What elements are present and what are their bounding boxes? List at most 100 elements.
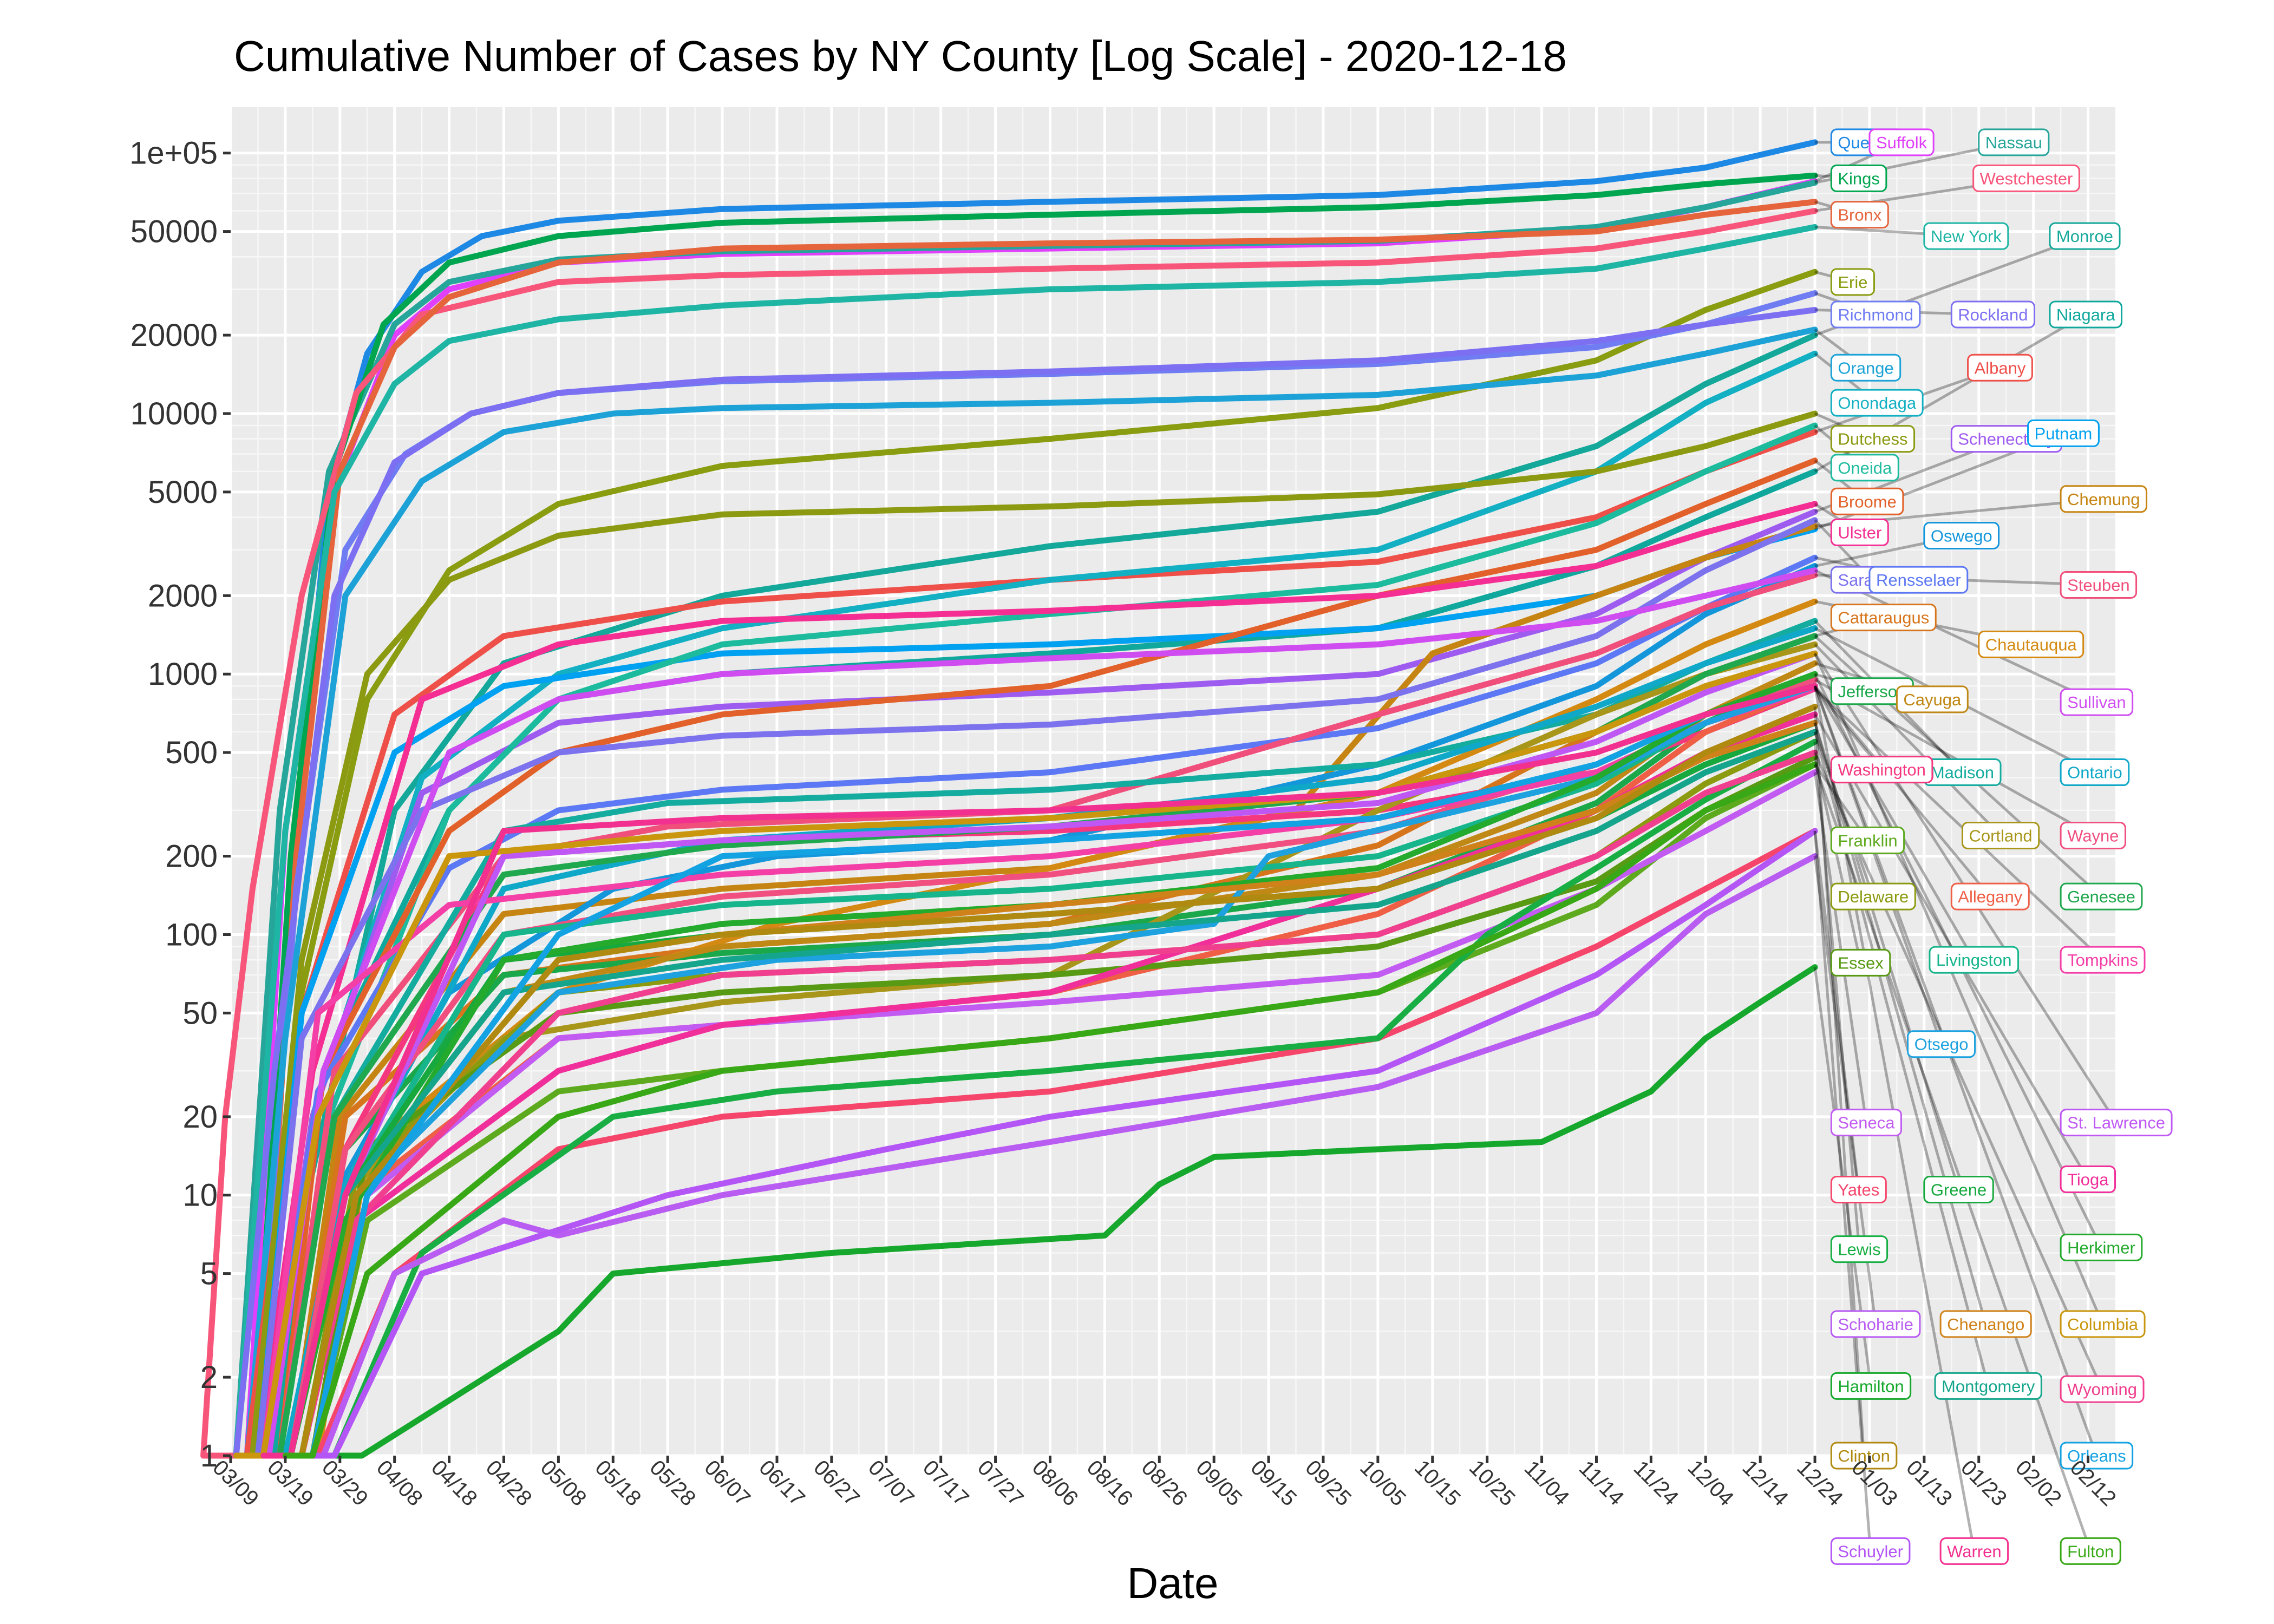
series-label: Erie (1830, 268, 1875, 296)
series-label: Allegany (1950, 882, 2030, 911)
series-label-box (1923, 1176, 1994, 1204)
series-label-box (1923, 222, 2009, 250)
label-leader-line (1813, 722, 1988, 1325)
x-tick-label: 11/14 (1574, 1456, 1629, 1510)
series-label-text: Bronx (1838, 206, 1881, 225)
x-tick-label: 12/04 (1683, 1456, 1739, 1511)
series-label: Putnam (2027, 419, 2100, 447)
series-label-text: Schoharie (1838, 1315, 1913, 1334)
series-line (250, 457, 1818, 1459)
series-label: Chenango (1939, 1310, 2032, 1338)
series-label-box (1830, 353, 1901, 382)
series-label: Cortland (1961, 822, 2040, 850)
x-tick-label: 09/25 (1301, 1456, 1356, 1511)
series-label-text: Cortland (1969, 827, 2032, 846)
series-label-box (1868, 566, 1969, 594)
series-label: Greene (1923, 1176, 1994, 1204)
x-tick-label: 04/08 (372, 1456, 427, 1511)
series-label: Schoharie (1830, 1310, 1921, 1338)
series-label-text: Franklin (1838, 831, 1897, 850)
series-label-box (1830, 268, 1875, 296)
y-tick-label: 50000 (130, 214, 218, 250)
series-label-text: Putnam (2035, 424, 2093, 443)
x-tick-label: 10/25 (1465, 1456, 1520, 1511)
series-label-text: Chautauqua (1985, 635, 2077, 654)
series-label-text: Kings (1838, 169, 1880, 188)
series-label-text: Suffolk (1876, 133, 1927, 152)
x-tick-label: 06/27 (809, 1456, 864, 1511)
series-label-box (2060, 571, 2138, 599)
series-label-box (1830, 425, 1916, 453)
series-label-text: St. Lawrence (2067, 1114, 2165, 1132)
y-tick-label: 1 (200, 1438, 218, 1474)
series-label: Madison (1923, 758, 2002, 787)
series-label-box (1830, 389, 1924, 417)
series-label-text: Orange (1838, 358, 1893, 377)
series-label-box (1939, 1310, 2032, 1338)
series-label: Chautauqua (1978, 630, 2084, 658)
series-line (200, 208, 1818, 1459)
series-label: Niagara (2049, 300, 2122, 329)
series-label-box (1896, 685, 1969, 713)
series-label-box (2060, 1375, 2145, 1403)
y-tick-label: 20000 (130, 318, 218, 353)
series-label-box (2060, 1310, 2146, 1338)
series-label-text: Allegany (1958, 887, 2022, 906)
series-label: Oswego (1923, 521, 2000, 549)
x-tick-label: 06/07 (700, 1456, 755, 1511)
y-tick-label: 5000 (148, 475, 218, 510)
y-tick-label: 500 (165, 735, 218, 770)
series-label-box (2060, 1233, 2143, 1261)
series-label-box (1868, 128, 1935, 156)
series-label: Orange (1830, 353, 1901, 382)
series-label-text: Wyoming (2067, 1380, 2137, 1399)
series-label-box (1830, 1310, 1921, 1338)
x-tick-label: 02/02 (2011, 1456, 2066, 1511)
series-label-text: Monroe (2056, 227, 2113, 246)
series-label-box (1967, 353, 2033, 382)
series-label-text: Erie (1838, 273, 1867, 292)
series-line (233, 650, 1818, 1459)
series-label: Warren (1939, 1537, 2009, 1565)
x-tick-label: 03/29 (317, 1456, 373, 1511)
series-label-box (1830, 1109, 1902, 1137)
series-label-box (2060, 822, 2126, 850)
series-label-box (2060, 485, 2148, 513)
series-label-text: Chenango (1947, 1315, 2024, 1334)
series-label: Sullivan (2060, 688, 2134, 716)
series-label: Suffolk (1868, 128, 1935, 156)
series-label-box (1830, 487, 1904, 515)
series-label-text: Livingston (1936, 951, 2012, 970)
series-label-text: Orleans (2067, 1446, 2126, 1465)
label-leader-line (1814, 687, 2104, 961)
series-label: Steuben (2060, 571, 2138, 599)
y-tick-label: 1e+05 (129, 136, 218, 171)
series-label: Broome (1830, 487, 1904, 515)
series-label: Rockland (1950, 300, 2036, 329)
series-label: Nassau (1978, 128, 2050, 156)
label-leader-line (1813, 731, 1875, 898)
series-label-box (1830, 756, 1933, 784)
series-label-box (1830, 201, 1889, 229)
series-label-box (1830, 1372, 1912, 1400)
x-tick-label: 04/18 (427, 1456, 482, 1511)
series-label-box (2060, 1537, 2121, 1565)
series-line (282, 761, 1818, 1459)
series-label-text: Clinton (1838, 1446, 1890, 1465)
series-label-text: Greene (1931, 1181, 1987, 1200)
series-label-text: Seneca (1838, 1114, 1895, 1132)
y-tick-label: 10 (182, 1178, 218, 1213)
series-label: Columbia (2060, 1310, 2146, 1338)
series-label: Washington (1830, 756, 1933, 784)
series-label-text: Steuben (2067, 575, 2130, 594)
series-label-text: Nassau (1985, 133, 2042, 152)
series-label-box (1830, 454, 1899, 482)
series-label-box (1950, 882, 2030, 911)
series-label-text: Cattaraugus (1838, 608, 1929, 627)
x-tick-label: 03/19 (263, 1456, 318, 1511)
x-tick-label: 07/07 (864, 1456, 919, 1511)
series-label: Tioga (2060, 1165, 2116, 1194)
series-label: Richmond (1830, 300, 1921, 329)
x-tick-label: 04/28 (481, 1456, 537, 1511)
series-label: Cattaraugus (1830, 604, 1937, 632)
